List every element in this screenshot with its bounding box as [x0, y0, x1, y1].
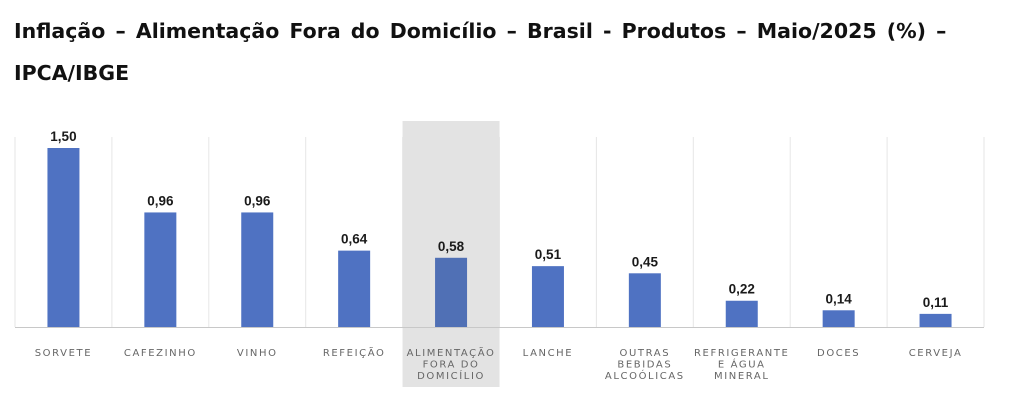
data-label: 0,58 [438, 239, 465, 254]
data-label: 0,96 [147, 193, 174, 208]
category-label: CERVEJA [909, 348, 963, 359]
category-label-line: E ÁGUA [718, 358, 766, 371]
category-label: REFEIÇÃO [323, 346, 386, 359]
bar [822, 310, 855, 327]
category-label: OUTRAS BEBIDAS ALCOÓLICAS [605, 348, 685, 382]
data-label: 0,51 [535, 247, 562, 262]
category-label-line: DOCES [817, 348, 860, 359]
highlight-band [402, 121, 500, 387]
category-label-line: REFRIGERANTE [694, 348, 789, 359]
category-label-line: CAFEZINHO [124, 348, 197, 359]
data-label: 0,45 [632, 254, 659, 269]
category-label-line: REFEIÇÃO [323, 346, 386, 359]
category-label-line: ALCOÓLICAS [605, 369, 685, 382]
category-label-line: SORVETE [35, 348, 92, 359]
category-label-line: ALIMENTAÇÃO [407, 346, 496, 359]
category-label-line: FORA DO [423, 360, 480, 371]
category-label: SORVETE [35, 348, 92, 359]
bar [144, 212, 177, 327]
chart-title: Inflação – Alimentação Fora do Domicílio… [14, 19, 947, 85]
bar [725, 300, 758, 327]
bar [435, 257, 468, 327]
category-label: VINHO [237, 348, 278, 359]
data-label: 0,96 [244, 193, 271, 208]
bar [628, 273, 661, 327]
data-label: 0,64 [341, 232, 368, 247]
category-label-line: DOMICÍLIO [417, 369, 485, 382]
category-label-line: OUTRAS [620, 348, 671, 359]
category-label: LANCHE [523, 348, 574, 359]
bar [338, 250, 371, 327]
data-label: 0,22 [729, 282, 755, 297]
bar [919, 313, 952, 327]
category-label-line: LANCHE [523, 348, 574, 359]
category-label: REFRIGERANTE E ÁGUA MINERAL [694, 348, 789, 382]
category-label-line: VINHO [237, 348, 278, 359]
category-label-line: MINERAL [714, 371, 770, 382]
data-label: 1,50 [50, 129, 76, 144]
category-label-line: BEBIDAS [617, 360, 672, 371]
bar [47, 148, 80, 327]
category-label: ALIMENTAÇÃO FORA DO DOMICÍLIO [407, 346, 496, 382]
data-label: 0,14 [826, 291, 853, 306]
bar [241, 212, 274, 327]
category-label-line: CERVEJA [909, 348, 963, 359]
category-label: CAFEZINHO [124, 348, 197, 359]
category-label: DOCES [817, 348, 860, 359]
data-label: 0,11 [923, 295, 949, 310]
bar [531, 266, 564, 327]
